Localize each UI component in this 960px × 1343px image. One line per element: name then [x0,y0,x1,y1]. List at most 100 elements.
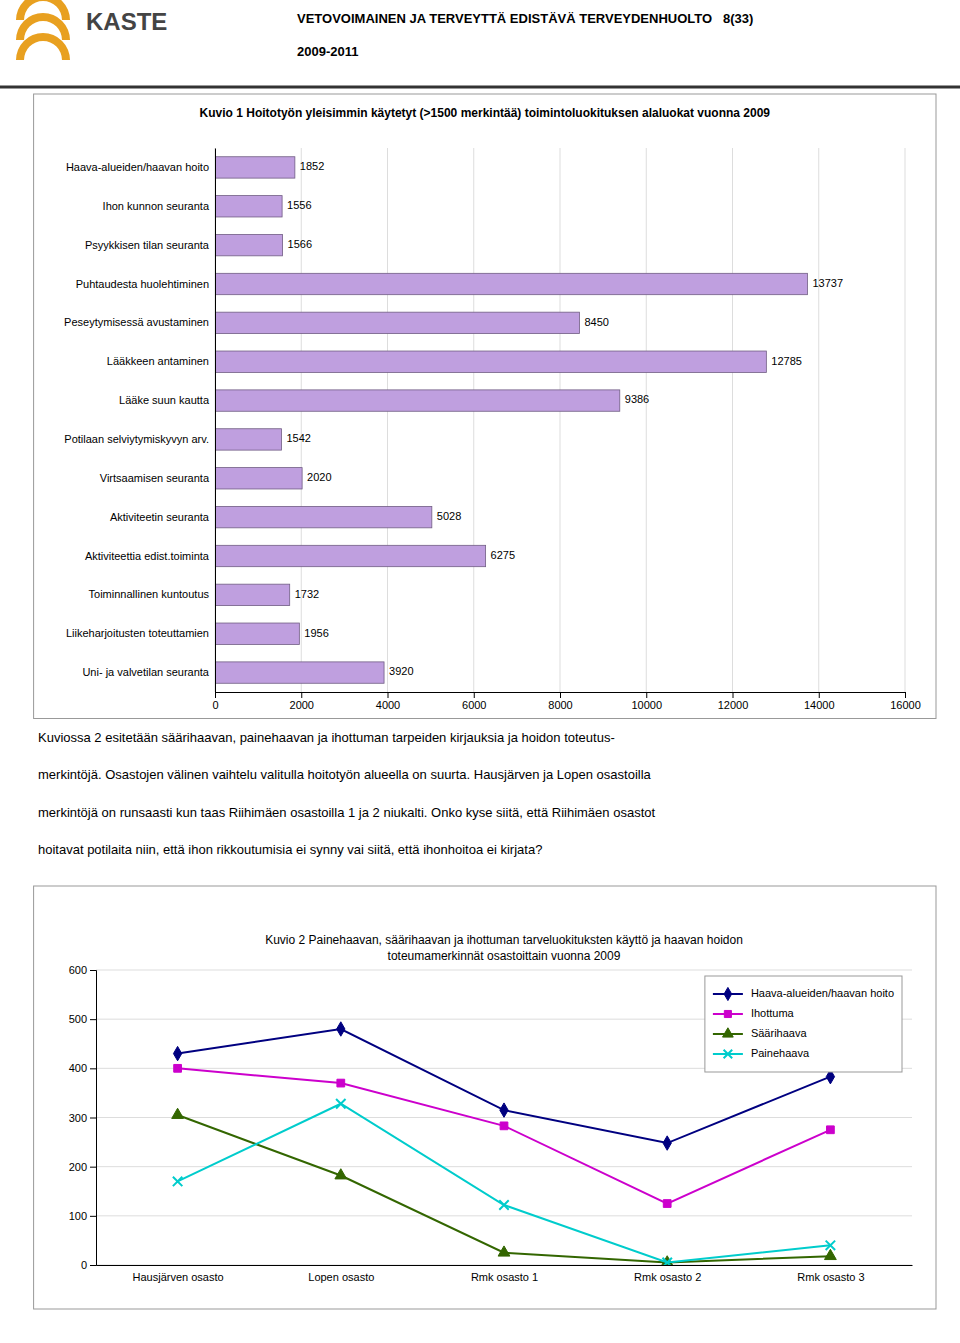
data-label: 1542 [286,432,310,444]
tick: Potilaan selviytymiskyvyn arv. [64,433,215,445]
legend-marker [724,987,732,1000]
legend: Haava-alueiden/haavan hoitoIhottumaSääri… [705,976,902,1072]
tick-label: Puhtaudesta huolehtiminen [76,278,209,290]
chart-1: Kuvio 1 Hoitotyön yleisimmin käytetyt (>… [64,106,921,711]
tick-mark [646,692,647,698]
tick: Aktiviteetin seuranta [110,511,215,523]
header: KASTEVETOVOIMAINEN JA TERVEYTTÄ EDISTÄVÄ… [0,0,960,87]
bar [215,273,807,294]
tick: Psyykkisen tilan seuranta [85,239,215,251]
tick-label: Toiminnallinen kuntoutus [89,588,210,600]
tick: Virtsaamisen seuranta [100,472,215,484]
tick: Uni- ja valvetilan seuranta [82,666,215,678]
tick: 0 [212,692,218,711]
chart-subtitle: toteumamerkinnät osastoittain vuonna 200… [388,949,621,963]
tick: 16000 [890,692,921,711]
bar [215,234,283,255]
tick: Peseytymisessä avustaminen [64,316,215,328]
data-label: 3920 [389,665,413,677]
data-label: 1852 [300,160,324,172]
tick-mark [733,692,734,698]
bar [215,351,766,372]
grid-line [387,148,388,692]
tick-mark [90,1019,96,1020]
legend-label: Haava-alueiden/haavan hoito [751,987,894,999]
marker [663,1200,671,1208]
tick: Puhtaudesta huolehtiminen [76,278,215,290]
tick-mark [301,692,302,698]
marker [172,1108,184,1118]
bar [215,196,282,217]
tick-mark [819,692,820,698]
bar [215,429,281,450]
series [173,1099,835,1265]
tick-mark [560,692,561,698]
marker [336,1099,345,1108]
tick-label: Virtsaamisen seuranta [100,472,210,484]
tick: Rmk osasto 3 [797,1265,864,1283]
marker [173,1177,182,1186]
legend-label: Ihottuma [751,1007,795,1019]
data-label: 12785 [771,355,802,367]
marker [662,1258,671,1265]
tick: Lääkkeen antaminen [107,355,215,367]
grid-line [96,1215,912,1216]
grid-line [818,148,819,692]
bar [215,584,290,605]
tick: 6000 [462,692,486,711]
tick-label: Hausjärven osasto [133,1271,224,1283]
tick-label: Lääkkeen antaminen [107,355,209,367]
line [178,1068,831,1203]
tick-label: 500 [69,1013,87,1025]
legend-marker [724,1010,731,1017]
tick: 2000 [290,692,314,711]
tick-label: 12000 [718,699,749,711]
tick: Ihon kunnon seuranta [103,200,215,212]
tick-label: Aktiviteetin seuranta [110,511,210,523]
grid [215,148,905,692]
grid-line [96,970,912,971]
marker [663,1136,671,1150]
tick-label: 300 [69,1112,87,1124]
tick: 12000 [718,692,749,711]
grid-line [646,148,647,692]
tick: Toiminnallinen kuntoutus [89,588,215,600]
data-label: 9386 [625,393,649,405]
marker [174,1064,182,1072]
grid-line [473,148,474,692]
marker [825,1249,837,1259]
chart-frame [34,886,936,1309]
tick-label: Potilaan selviytymiskyvyn arv. [64,433,209,445]
tick-label: Ihon kunnon seuranta [103,200,210,212]
tick-label: Rmk osasto 2 [634,1271,701,1283]
tick: 8000 [548,692,572,711]
page: KASTEVETOVOIMAINEN JA TERVEYTTÄ EDISTÄVÄ… [0,0,960,1343]
marker [500,1122,508,1130]
data-label: 1566 [288,238,312,250]
tick-mark [215,692,216,698]
tick-label: Lääke suun kautta [119,394,210,406]
tick-mark [90,1118,96,1119]
tick: 4000 [376,692,400,711]
line [178,1115,831,1263]
data-label: 5028 [437,510,461,522]
grid-line [96,1265,912,1266]
axis: 0100200300400500600 [69,964,97,1271]
tick-mark [90,1216,96,1217]
paragraph-line: merkintöjä on runsaasti kun taas Riihimä… [38,805,655,820]
header-text: 2009-2011 [297,44,358,59]
tick-label: 100 [69,1210,87,1222]
body-text: Kuviossa 2 esitetään säärihaavan, paineh… [38,730,655,858]
axis: Hausjärven osastoLopen osastoRmk osasto … [97,1265,913,1283]
axis-line [90,971,97,1266]
chart-2: Kuvio 2 Painehaavan, säärihaavan ja ihot… [69,933,913,1283]
header-text: KASTE [86,8,167,35]
grid-line [301,148,302,692]
tick: 10000 [631,692,662,711]
tick-label: 10000 [631,699,662,711]
data-label: 13737 [812,277,843,289]
bar [215,662,384,683]
grid-line [560,148,561,692]
data-label: 2020 [307,471,331,483]
grid [96,970,912,1265]
